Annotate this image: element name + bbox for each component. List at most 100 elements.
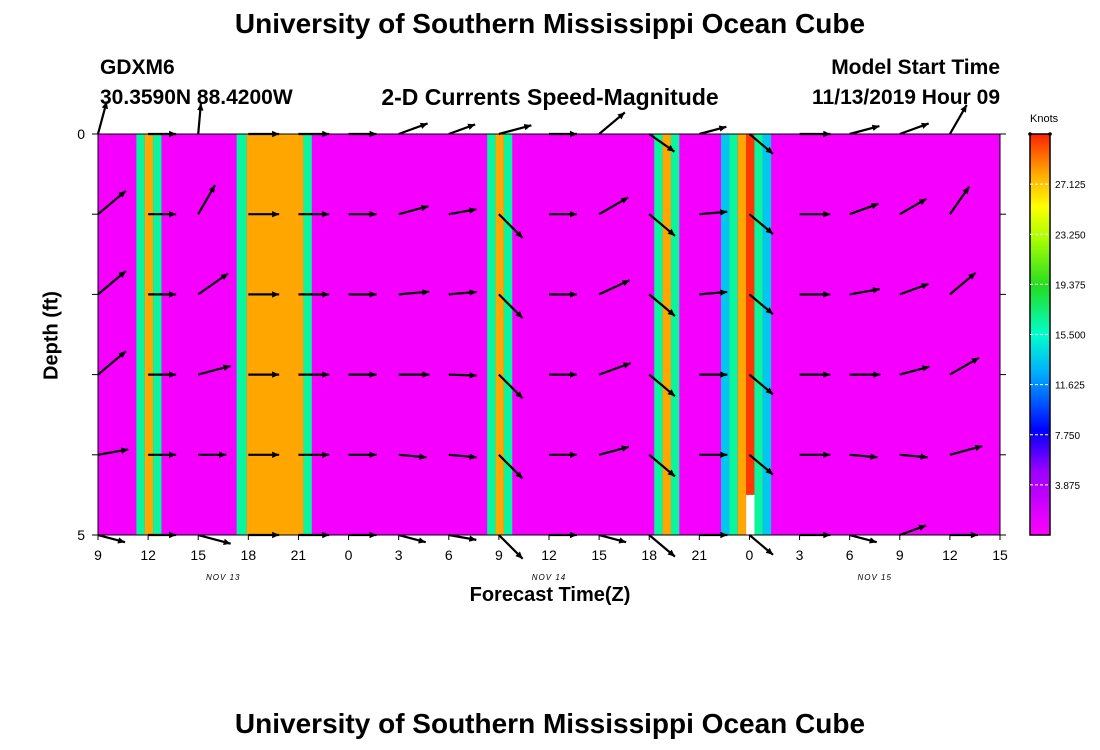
current-vector: [549, 371, 577, 378]
x-tick-label: 3: [395, 547, 403, 563]
vector-head: [823, 371, 831, 378]
colorbar-tick-label: 7.750: [1055, 431, 1080, 442]
speed-band: [246, 134, 304, 535]
vector-head: [468, 535, 477, 542]
x-tick-label: 12: [942, 547, 958, 563]
speed-band: [737, 134, 747, 535]
vector-head: [118, 351, 126, 359]
vector-head: [870, 453, 878, 460]
current-vector: [398, 533, 426, 544]
current-vector: [348, 211, 377, 218]
vector-head: [667, 469, 675, 477]
colorbar-corner-dot: [1048, 132, 1052, 136]
vector-head: [369, 211, 377, 218]
vector-head: [718, 125, 727, 132]
current-vector: [648, 293, 676, 317]
model-start-label: Model Start Time: [831, 56, 1000, 79]
x-tick-label: 12: [541, 547, 557, 563]
vector-head: [469, 453, 477, 460]
vector-head: [515, 551, 523, 559]
speed-band: [654, 134, 663, 535]
vector-head: [120, 447, 129, 454]
vector-head: [272, 291, 280, 298]
vector-head: [272, 451, 280, 458]
x-tick-label: 15: [190, 547, 206, 563]
vector-head: [872, 287, 880, 294]
x-tick-label: 9: [896, 547, 904, 563]
vector-head: [419, 122, 428, 129]
current-vector: [448, 533, 477, 542]
current-vector: [799, 291, 831, 298]
x-tick-label: 6: [445, 547, 453, 563]
vector-head: [765, 227, 774, 234]
vector-head: [419, 453, 427, 460]
speed-band: [144, 134, 154, 535]
current-vector: [197, 103, 204, 135]
current-vector: [748, 293, 774, 316]
vector-head: [322, 291, 330, 298]
current-vector: [148, 211, 177, 218]
vector-head: [666, 145, 675, 152]
vector-head: [720, 371, 728, 378]
current-vector: [398, 289, 430, 296]
colorbar-tick-label: 19.375: [1055, 280, 1086, 291]
vector-head: [117, 537, 126, 544]
vector-head: [719, 209, 728, 216]
vector-head: [971, 357, 979, 365]
current-vector: [148, 291, 177, 298]
colorbar-tick-label: 27.125: [1055, 180, 1086, 191]
vector-head: [219, 451, 227, 458]
current-vector: [448, 289, 477, 296]
colorbar-tick-label: 15.500: [1055, 331, 1086, 342]
current-vector: [197, 364, 231, 376]
vector-head: [823, 291, 831, 298]
vector-head: [667, 389, 675, 397]
current-vector: [648, 453, 676, 478]
vector-head: [169, 371, 177, 378]
vector-head: [667, 309, 675, 316]
vector-head: [469, 289, 477, 296]
current-vector: [148, 371, 177, 378]
current-vector: [799, 371, 831, 378]
current-vector: [498, 454, 524, 480]
vector-head: [515, 391, 523, 399]
vector-head: [118, 190, 126, 198]
current-vector: [948, 104, 968, 135]
current-vector: [899, 453, 928, 460]
vector-head: [422, 289, 430, 296]
vector-head: [765, 547, 774, 555]
vector-head: [208, 185, 216, 193]
current-vector: [197, 272, 229, 296]
current-vector: [699, 125, 727, 136]
speed-band: [236, 134, 247, 535]
model-start-time: 11/13/2019 Hour 09: [812, 86, 1000, 109]
vector-head: [515, 230, 523, 238]
current-vector: [849, 124, 880, 136]
current-vector: [748, 133, 774, 155]
y-tick-label: 5: [77, 527, 85, 543]
current-vector: [348, 371, 377, 378]
vector-head: [420, 204, 429, 212]
current-vector: [598, 279, 631, 296]
current-vector: [498, 124, 532, 136]
current-vector: [448, 453, 477, 460]
current-vector: [148, 451, 177, 458]
x-tick-label: 6: [846, 547, 854, 563]
current-vector: [248, 451, 280, 458]
current-vector: [849, 287, 881, 296]
vector-head: [667, 549, 675, 557]
current-vector: [949, 356, 980, 376]
x-tick-label: 15: [992, 547, 1008, 563]
vector-head: [369, 451, 377, 458]
current-vector: [96, 101, 108, 135]
speed-band: [153, 134, 162, 535]
vector-head: [968, 272, 976, 280]
vector-head: [515, 310, 523, 319]
vector-head: [570, 291, 577, 298]
station-id: GDXM6: [100, 56, 175, 79]
current-vector: [97, 447, 129, 456]
vector-head: [621, 445, 629, 452]
vector-head: [169, 451, 177, 458]
current-vector: [899, 122, 930, 136]
